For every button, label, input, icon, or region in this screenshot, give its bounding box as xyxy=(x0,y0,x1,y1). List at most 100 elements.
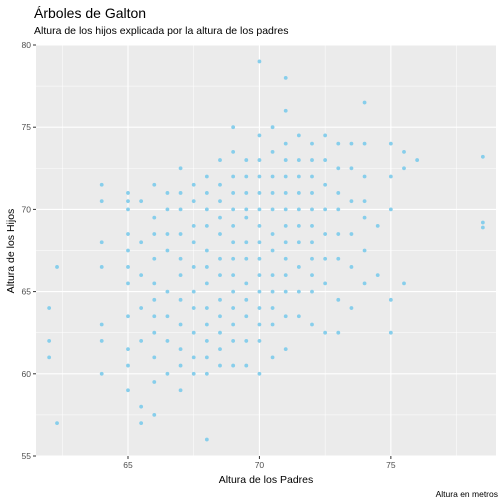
data-point xyxy=(126,363,130,368)
data-point xyxy=(231,125,236,130)
data-point xyxy=(283,174,288,179)
y-tick-label: 75 xyxy=(22,122,32,132)
data-point xyxy=(323,281,328,286)
data-point xyxy=(165,289,170,294)
data-point xyxy=(349,199,354,204)
data-point xyxy=(257,371,262,376)
data-point xyxy=(270,125,275,130)
data-point xyxy=(362,141,367,146)
data-point xyxy=(231,289,236,294)
data-point xyxy=(165,207,170,212)
data-point xyxy=(257,174,262,179)
data-point xyxy=(204,174,209,179)
data-point xyxy=(218,215,222,220)
data-point xyxy=(126,232,130,236)
minor-gridlines xyxy=(36,45,496,456)
data-point xyxy=(283,347,288,352)
data-point xyxy=(283,256,288,261)
data-point xyxy=(204,265,209,269)
data-point xyxy=(218,330,222,335)
data-point xyxy=(270,355,275,360)
data-point xyxy=(231,273,236,278)
data-point xyxy=(296,207,301,212)
data-point xyxy=(310,322,314,327)
chart-subtitle: Altura de los hijos explicada por la alt… xyxy=(34,25,288,37)
data-point xyxy=(218,273,222,278)
data-point xyxy=(244,363,249,368)
data-point xyxy=(296,133,301,138)
data-point xyxy=(99,339,104,343)
data-point xyxy=(270,289,275,294)
data-point xyxy=(47,306,52,310)
data-point xyxy=(218,363,222,368)
data-point xyxy=(152,355,157,360)
data-point xyxy=(218,347,222,352)
data-point xyxy=(257,207,262,212)
data-point xyxy=(204,223,209,228)
data-point xyxy=(204,355,209,360)
y-axis-title: Altura de los Hijos xyxy=(5,209,17,294)
data-point xyxy=(191,199,196,204)
data-point xyxy=(270,232,275,236)
data-point xyxy=(362,199,367,204)
data-point xyxy=(323,330,328,335)
data-point xyxy=(126,191,130,195)
x-axis: 65 70 75 xyxy=(123,456,396,470)
y-tick-label: 80 xyxy=(22,40,32,50)
data-point xyxy=(126,314,130,319)
data-point xyxy=(283,289,288,294)
data-point xyxy=(283,75,288,80)
data-point xyxy=(231,223,236,228)
x-tick-label: 65 xyxy=(123,460,133,470)
data-point xyxy=(218,232,222,236)
data-point xyxy=(480,220,485,225)
data-point xyxy=(349,265,354,269)
data-point xyxy=(165,339,170,343)
data-point xyxy=(204,248,209,253)
data-point xyxy=(178,166,183,171)
data-point xyxy=(178,297,183,302)
data-point xyxy=(296,158,301,162)
data-point xyxy=(349,166,354,171)
data-point xyxy=(257,256,262,261)
data-point xyxy=(55,421,59,426)
data-point xyxy=(139,273,144,278)
data-point xyxy=(204,371,209,376)
data-point xyxy=(47,339,52,343)
data-point xyxy=(178,256,183,261)
data-point xyxy=(218,314,222,319)
data-point xyxy=(296,265,301,269)
data-point xyxy=(323,182,328,187)
data-point xyxy=(270,322,275,327)
data-point xyxy=(349,232,354,236)
data-point xyxy=(191,182,196,187)
data-point xyxy=(191,371,196,376)
data-point xyxy=(178,232,183,236)
data-point xyxy=(336,191,341,195)
data-point xyxy=(139,339,144,343)
data-point xyxy=(244,191,249,195)
data-point xyxy=(283,273,288,278)
y-tick-label: 60 xyxy=(22,369,32,379)
chart-title: Árboles de Galton xyxy=(34,5,146,21)
data-point xyxy=(310,273,314,278)
data-point xyxy=(296,174,301,179)
data-point xyxy=(99,199,104,204)
data-point xyxy=(388,207,393,212)
data-point xyxy=(204,322,209,327)
data-point xyxy=(191,289,196,294)
data-point xyxy=(296,240,301,245)
data-point xyxy=(165,314,170,319)
data-point xyxy=(388,297,393,302)
data-point xyxy=(283,240,288,245)
data-point xyxy=(257,158,262,162)
data-point xyxy=(218,199,222,204)
data-point xyxy=(165,191,170,195)
data-point xyxy=(126,388,130,393)
data-point xyxy=(152,297,157,302)
data-point xyxy=(165,248,170,253)
data-point xyxy=(178,347,183,352)
data-point xyxy=(231,149,236,154)
data-point xyxy=(152,413,157,417)
data-point xyxy=(139,240,144,245)
